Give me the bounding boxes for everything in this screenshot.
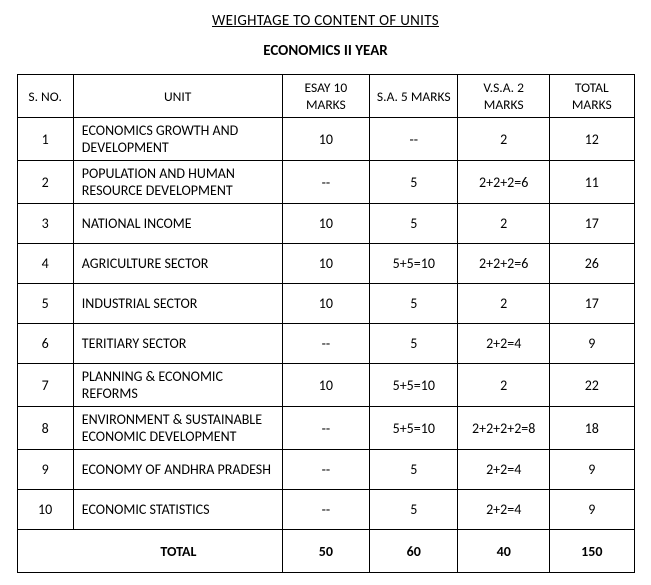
cell-vsa: 2 — [458, 284, 550, 324]
weightage-table: S. NO. UNIT ESAY 10 MARKS S.A. 5 MARKS V… — [17, 74, 635, 573]
cell-essay: -- — [282, 161, 370, 204]
cell-total: 22 — [550, 364, 634, 407]
table-row: 9ECONOMY OF ANDHRA PRADESH--52+2=49 — [17, 450, 634, 490]
cell-vsa: 2+2+2+2=8 — [458, 407, 550, 450]
cell-total-sa: 60 — [370, 530, 458, 573]
page-subtitle: ECONOMICS II YEAR — [16, 42, 635, 60]
cell-vsa: 2 — [458, 118, 550, 161]
cell-total-essay: 50 — [282, 530, 370, 573]
cell-total: 9 — [550, 490, 634, 530]
cell-total: 18 — [550, 407, 634, 450]
table-header-row: S. NO. UNIT ESAY 10 MARKS S.A. 5 MARKS V… — [17, 75, 634, 118]
cell-sno: 4 — [17, 244, 73, 284]
cell-total: 26 — [550, 244, 634, 284]
cell-sa: 5+5=10 — [370, 364, 458, 407]
cell-vsa: 2+2=4 — [458, 450, 550, 490]
cell-sno: 10 — [17, 490, 73, 530]
col-header-sa: S.A. 5 MARKS — [370, 75, 458, 118]
cell-vsa: 2+2+2=6 — [458, 161, 550, 204]
cell-essay: -- — [282, 450, 370, 490]
cell-sa: 5 — [370, 324, 458, 364]
cell-sno: 5 — [17, 284, 73, 324]
cell-total: 17 — [550, 204, 634, 244]
cell-unit: POPULATION AND HUMAN RESOURCE DEVELOPMEN… — [73, 161, 282, 204]
cell-essay: 10 — [282, 284, 370, 324]
cell-sa: 5 — [370, 204, 458, 244]
cell-total: 11 — [550, 161, 634, 204]
cell-total-grand: 150 — [550, 530, 634, 573]
table-row: 8ENVIRONMENT & SUSTAINABLE ECONOMIC DEVE… — [17, 407, 634, 450]
cell-sa: 5 — [370, 450, 458, 490]
cell-unit: ECONOMICS GROWTH AND DEVELOPMENT — [73, 118, 282, 161]
cell-unit: ECONOMY OF ANDHRA PRADESH — [73, 450, 282, 490]
cell-total-blank — [17, 530, 73, 573]
col-header-total: TOTAL MARKS — [550, 75, 634, 118]
table-row: 6TERITIARY SECTOR--52+2=49 — [17, 324, 634, 364]
cell-sa: 5 — [370, 490, 458, 530]
cell-sa: 5 — [370, 284, 458, 324]
table-row: 7PLANNING & ECONOMIC REFORMS105+5=10222 — [17, 364, 634, 407]
cell-sno: 3 — [17, 204, 73, 244]
cell-sno: 7 — [17, 364, 73, 407]
cell-unit: AGRICULTURE SECTOR — [73, 244, 282, 284]
cell-vsa: 2+2=4 — [458, 490, 550, 530]
table-row: 1ECONOMICS GROWTH AND DEVELOPMENT10--212 — [17, 118, 634, 161]
table-row: 5INDUSTRIAL SECTOR105217 — [17, 284, 634, 324]
cell-essay: 10 — [282, 204, 370, 244]
cell-sa: 5+5=10 — [370, 407, 458, 450]
cell-vsa: 2 — [458, 364, 550, 407]
cell-total: 9 — [550, 324, 634, 364]
cell-sno: 1 — [17, 118, 73, 161]
cell-sno: 9 — [17, 450, 73, 490]
cell-essay: 10 — [282, 364, 370, 407]
table-body: 1ECONOMICS GROWTH AND DEVELOPMENT10--212… — [17, 118, 634, 573]
col-header-essay: ESAY 10 MARKS — [282, 75, 370, 118]
cell-essay: -- — [282, 490, 370, 530]
cell-sno: 8 — [17, 407, 73, 450]
cell-vsa: 2+2+2=6 — [458, 244, 550, 284]
cell-essay: 10 — [282, 118, 370, 161]
cell-total-vsa: 40 — [458, 530, 550, 573]
table-row: 10ECONOMIC STATISTICS--52+2=49 — [17, 490, 634, 530]
page-title: WEIGHTAGE TO CONTENT OF UNITS — [16, 12, 635, 30]
cell-unit: ENVIRONMENT & SUSTAINABLE ECONOMIC DEVEL… — [73, 407, 282, 450]
cell-total: 9 — [550, 450, 634, 490]
col-header-vsa: V.S.A. 2 MARKS — [458, 75, 550, 118]
cell-sno: 2 — [17, 161, 73, 204]
cell-unit: ECONOMIC STATISTICS — [73, 490, 282, 530]
col-header-unit: UNIT — [73, 75, 282, 118]
cell-unit: INDUSTRIAL SECTOR — [73, 284, 282, 324]
table-row: 4AGRICULTURE SECTOR105+5=102+2+2=626 — [17, 244, 634, 284]
cell-unit: NATIONAL INCOME — [73, 204, 282, 244]
cell-sno: 6 — [17, 324, 73, 364]
cell-essay: -- — [282, 324, 370, 364]
cell-vsa: 2 — [458, 204, 550, 244]
cell-essay: 10 — [282, 244, 370, 284]
cell-sa: -- — [370, 118, 458, 161]
cell-total-label: TOTAL — [73, 530, 282, 573]
cell-essay: -- — [282, 407, 370, 450]
cell-vsa: 2+2=4 — [458, 324, 550, 364]
cell-total: 12 — [550, 118, 634, 161]
cell-total: 17 — [550, 284, 634, 324]
col-header-sno: S. NO. — [17, 75, 73, 118]
cell-unit: PLANNING & ECONOMIC REFORMS — [73, 364, 282, 407]
table-row: 3NATIONAL INCOME105217 — [17, 204, 634, 244]
cell-sa: 5+5=10 — [370, 244, 458, 284]
table-row: 2POPULATION AND HUMAN RESOURCE DEVELOPME… — [17, 161, 634, 204]
cell-unit: TERITIARY SECTOR — [73, 324, 282, 364]
table-total-row: TOTAL506040150 — [17, 530, 634, 573]
cell-sa: 5 — [370, 161, 458, 204]
